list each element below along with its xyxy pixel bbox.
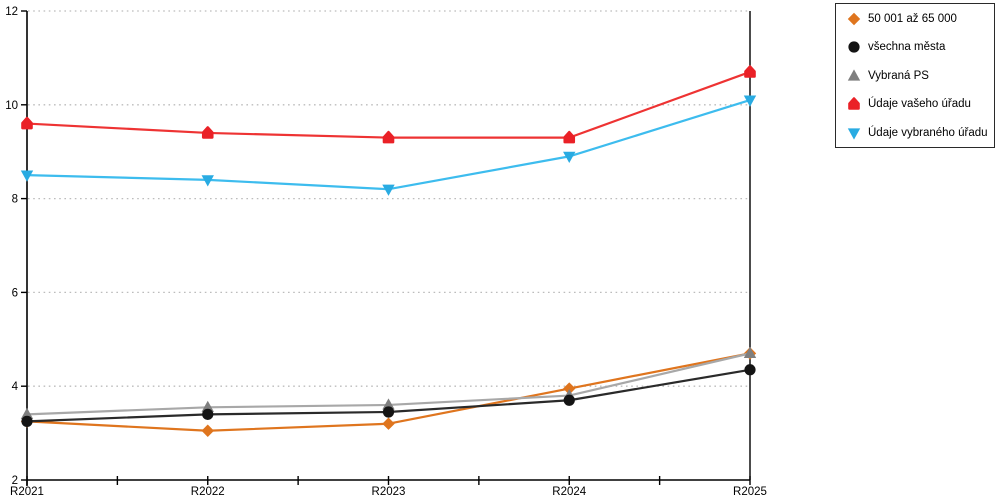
svg-text:R2024: R2024 [552, 486, 586, 498]
svg-text:12: 12 [5, 6, 18, 18]
svg-text:R2023: R2023 [372, 486, 406, 498]
house-triangle-icon [848, 97, 860, 110]
triangle-up-icon [847, 68, 861, 81]
svg-text:R2022: R2022 [191, 486, 225, 498]
chart-legend: 50 001 až 65 000 všechna města Vybraná P… [835, 3, 995, 148]
svg-text:R2025: R2025 [733, 486, 767, 498]
svg-text:4: 4 [12, 381, 19, 393]
triangle-down-icon [847, 127, 861, 140]
legend-item-50001-az-65000: 50 001 až 65 000 [847, 11, 988, 26]
legend-label: Vybraná PS [868, 69, 929, 82]
svg-text:8: 8 [12, 194, 18, 206]
svg-text:10: 10 [5, 100, 18, 112]
legend-item-vybrana-ps: Vybraná PS [847, 68, 988, 83]
svg-text:R2021: R2021 [10, 486, 44, 498]
svg-text:2: 2 [12, 475, 18, 487]
legend-label: 50 001 až 65 000 [868, 12, 957, 25]
legend-item-vsechna-mesta: všechna města [847, 40, 988, 55]
legend-label: Údaje vašeho úřadu [868, 98, 971, 110]
legend-item-udaje-vybraneho-uradu: Údaje vybraného úřadu [847, 125, 988, 140]
legend-label: všechna města [868, 41, 946, 53]
circle-icon [848, 41, 860, 53]
legend-item-udaje-vaseho-uradu: Údaje vašeho úřadu [847, 97, 988, 112]
legend-label: Údaje vybraného úřadu [868, 126, 988, 139]
diamond-icon [847, 12, 861, 25]
svg-text:6: 6 [12, 287, 18, 299]
